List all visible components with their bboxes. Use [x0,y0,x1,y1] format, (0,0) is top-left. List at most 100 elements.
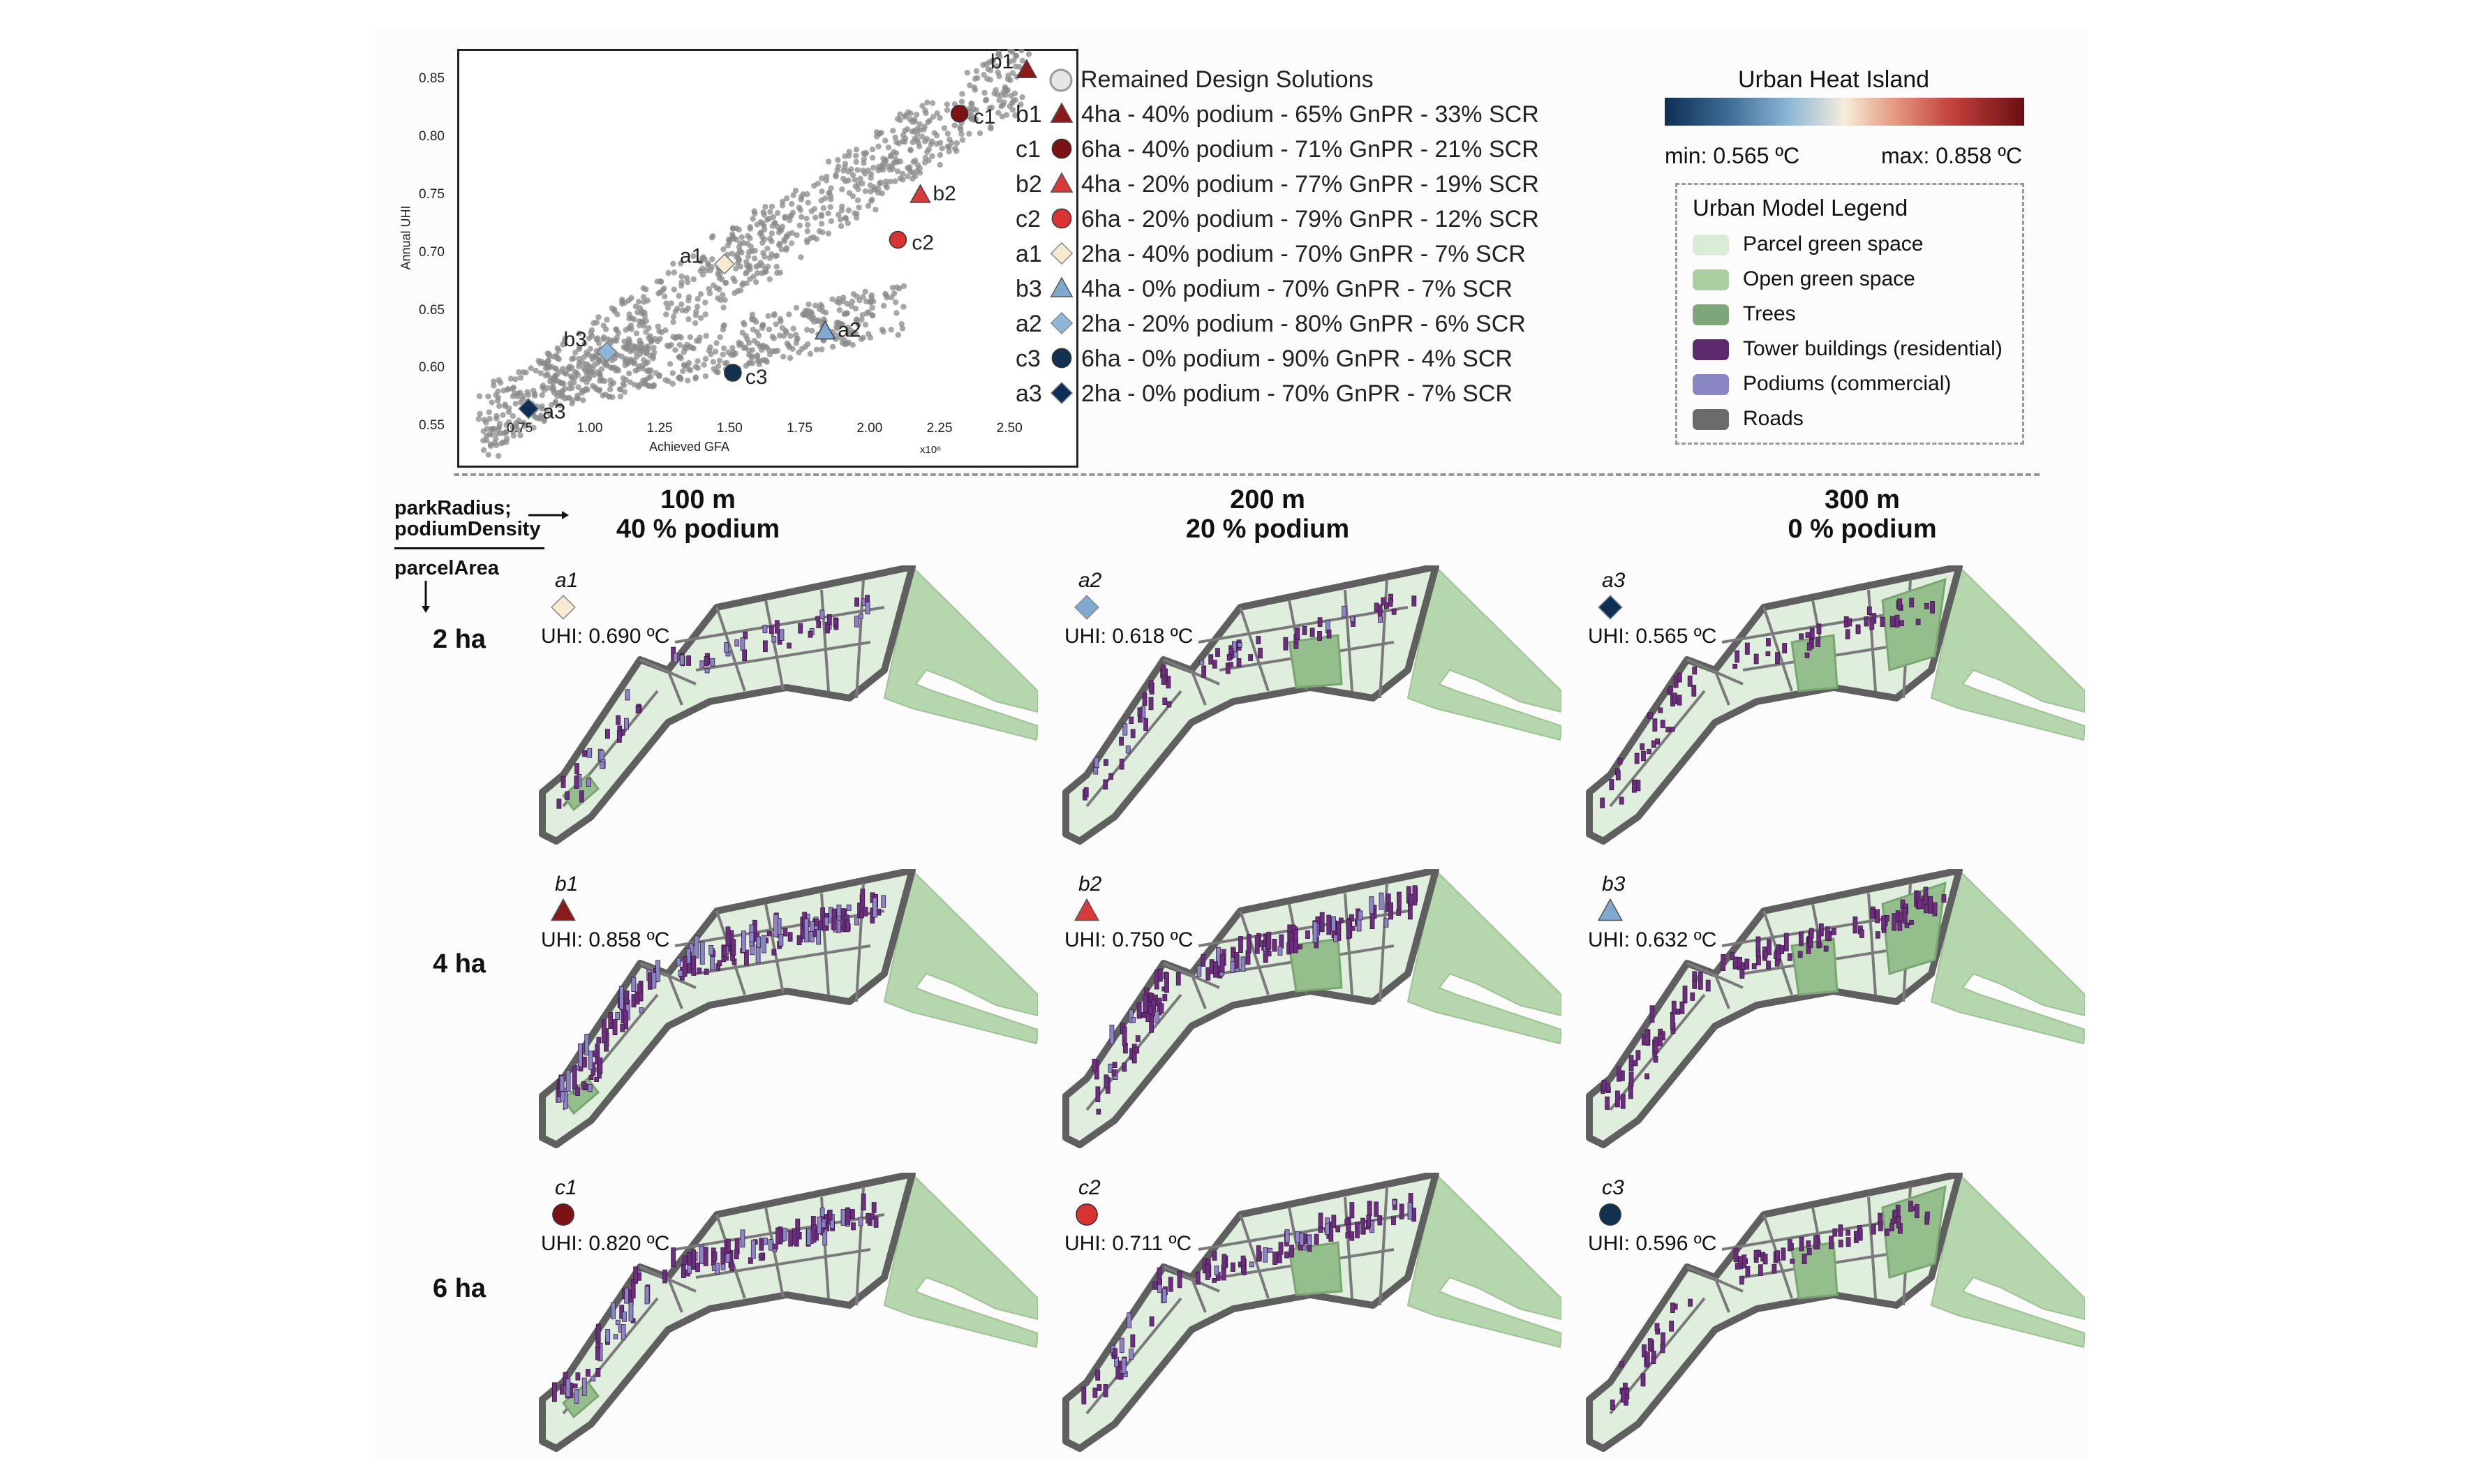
podium-building [806,1228,812,1245]
road [1714,1277,1730,1313]
scatter-cloud-point [558,394,565,400]
scatter-cloud-point [782,214,788,220]
scatter-cloud-point [701,362,707,368]
tower-building [1272,1252,1277,1265]
scatter-cloud-point [1018,49,1025,54]
scatter-cloud-point [818,212,825,218]
scatter-cloud-point [476,393,483,399]
tower-building [1660,720,1665,729]
urban-model-legend: Urban Model Legend Parcel green space Ope… [1675,183,2024,445]
scatter-cloud-point [503,436,510,442]
tower-building [1665,727,1671,733]
tower-building [1279,934,1284,949]
scatter-cloud-point [480,447,487,454]
podium-building [708,945,714,956]
scatter-cloud-point [783,245,790,251]
tower-building [1619,1361,1624,1367]
scatter-cloud-point [505,385,512,392]
tower-building [1103,779,1108,790]
tower-building [1112,1062,1117,1068]
tower-building [1744,642,1750,655]
tower-building [1693,975,1698,981]
tower-building [1653,1037,1658,1053]
tower-building [595,1347,600,1360]
scatter-cloud-point [973,68,980,75]
tower-building [1880,616,1885,627]
circle-marker-icon [1599,1203,1621,1226]
scatter-cloud-point [750,274,757,280]
scatter-cloud-point [1009,49,1015,53]
scatter-cloud-point [702,299,708,306]
podium-building [881,895,886,908]
tower-building [1825,926,1830,941]
tower-building [1095,1086,1101,1103]
tower-building [1797,951,1803,958]
scatter-cloud-point [849,172,856,178]
tower-building [1730,951,1735,960]
road [1239,1214,1270,1299]
tower-building [1915,618,1921,625]
road [1714,669,1730,706]
y-tick-label: 0.80 [419,129,445,144]
scatter-cloud-point [783,195,790,202]
scatter-cloud-point [662,327,669,334]
podium-building [803,919,809,943]
tower-building [1095,1370,1101,1381]
tower-building [1670,1303,1675,1313]
scatter-cloud-point [716,357,723,364]
tower-building [1610,1400,1615,1411]
scatter-cloud-point [888,151,895,158]
podium-building [651,972,657,989]
road [1239,910,1270,995]
scatter-cloud-point [676,333,683,340]
scatter-cloud-point [683,307,690,314]
scatter-cloud-point [540,383,547,389]
tower-building [744,949,749,966]
scatter-cloud-point [900,283,907,290]
scatter-cloud-point [916,143,923,149]
scatter-marker-c1 [950,105,969,123]
x-axis-scale-note: x10⁶ [920,444,942,456]
tower-building [1762,1254,1768,1265]
tower-building [1119,736,1124,746]
scatter-cloud-point [661,293,668,299]
podium-building [1127,1312,1132,1328]
podium-building [560,1091,565,1102]
podium-building [750,1240,756,1259]
heat-scale-title: Urban Heat Island [1738,66,1930,93]
tower-building [1143,718,1148,731]
scatter-cloud-point [819,229,826,235]
scatter-cloud-point [749,311,756,318]
scatter-label-a3: a3 [542,400,565,423]
podium-building [673,653,678,663]
tower-building [1397,891,1402,910]
scatter-cloud-point [653,370,659,376]
scatter-cloud-point [780,353,787,360]
scatter-cloud-point [503,429,510,436]
tower-building [1670,727,1675,732]
legend-swatch [1693,304,1729,326]
podium-building [624,1287,630,1304]
tower-building [725,926,731,947]
scatter-cloud-point [796,222,803,229]
scatter-cloud-point [758,229,764,236]
podium-building [821,1222,826,1229]
scatter-cloud-point [829,296,836,302]
scatter-cloud-point [635,298,642,305]
road [820,589,830,692]
scatter-cloud-point [895,332,902,339]
scatter-cloud-point [475,415,482,422]
solution-code: a3 [1016,380,1042,407]
scatter-cloud-point [496,420,503,427]
tower-building [616,730,622,743]
tower-building [1735,1263,1740,1270]
podium-building [840,1209,846,1226]
podium-building [694,935,699,959]
podium-building [872,897,877,918]
scatter-cloud-point [734,251,741,258]
tower-building [1391,608,1397,615]
tower-building [1735,650,1740,663]
podium-building [749,932,755,943]
tower-building [1799,633,1804,640]
road [674,606,885,644]
